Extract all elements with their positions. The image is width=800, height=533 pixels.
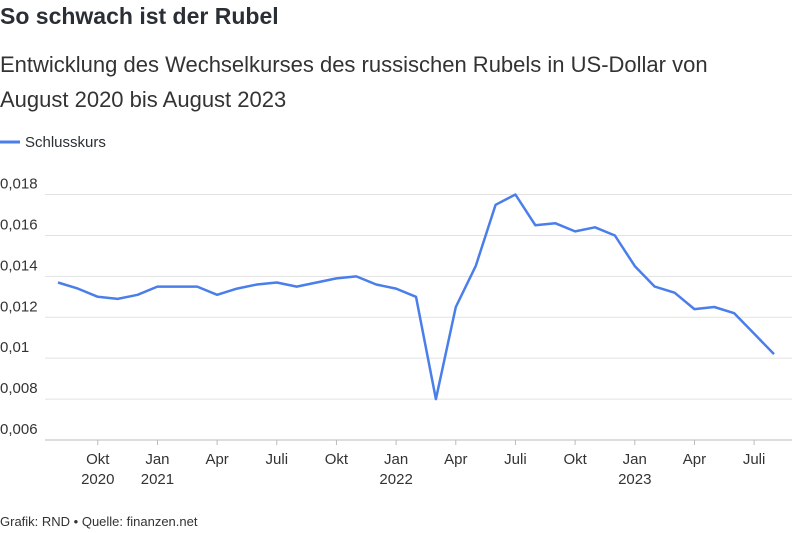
chart-subtitle: Entwicklung des Wechselkurses des russis… [0,52,708,77]
footer: Grafik: RND • Quelle: finanzen.net [0,514,198,529]
chart-subtitle: August 2020 bis August 2023 [0,87,286,112]
x-tick-label: Jan 2021 [141,451,174,488]
y-tick-label: 0,006 [0,421,38,438]
x-tick-label: Okt 2020 [81,451,114,488]
x-tick-label: Juli [266,451,289,468]
x-tick-label: Apr [205,451,228,468]
x-tick-label: Okt [325,451,349,468]
x-tick-label: Okt [563,451,587,468]
x-tick-label: Juli [743,451,766,468]
x-tick-label: Apr [444,451,467,468]
x-tick-label: Apr [683,451,706,468]
series-line [57,193,775,401]
chart-title: So schwach ist der Rubel [0,3,279,29]
y-tick-label: 0,01 [0,339,29,356]
x-tick-label: Juli [504,451,527,468]
legend-label: Schlusskurs [25,134,106,151]
x-tick-label: Jan 2022 [379,451,412,488]
y-tick-label: 0,008 [0,380,38,397]
y-tick-label: 0,012 [0,298,38,315]
x-tick-label: Jan 2023 [618,451,651,488]
y-tick-label: 0,016 [0,216,38,233]
y-tick-label: 0,014 [0,257,38,274]
y-tick-label: 0,018 [0,176,38,193]
